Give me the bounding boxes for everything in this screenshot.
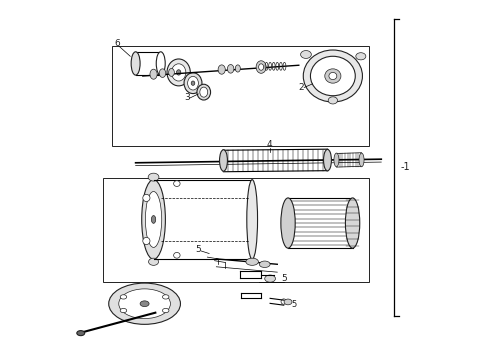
- Ellipse shape: [120, 295, 127, 299]
- Text: 5: 5: [195, 245, 200, 254]
- Ellipse shape: [256, 61, 266, 73]
- Ellipse shape: [311, 56, 355, 96]
- Ellipse shape: [323, 149, 331, 171]
- Text: 3: 3: [184, 93, 190, 102]
- Ellipse shape: [159, 69, 166, 77]
- Ellipse shape: [259, 64, 264, 70]
- Ellipse shape: [259, 261, 270, 267]
- Ellipse shape: [359, 153, 364, 167]
- Ellipse shape: [191, 81, 195, 85]
- Ellipse shape: [281, 198, 295, 248]
- Ellipse shape: [163, 309, 169, 313]
- Ellipse shape: [218, 65, 225, 74]
- Ellipse shape: [200, 87, 208, 97]
- Ellipse shape: [184, 73, 202, 94]
- Text: 5: 5: [291, 300, 296, 309]
- Ellipse shape: [151, 216, 156, 223]
- Ellipse shape: [356, 53, 366, 60]
- Text: 6: 6: [114, 39, 120, 48]
- Ellipse shape: [150, 69, 157, 79]
- Ellipse shape: [143, 194, 150, 202]
- Ellipse shape: [167, 59, 190, 86]
- Ellipse shape: [188, 76, 198, 90]
- Ellipse shape: [227, 64, 234, 73]
- Ellipse shape: [172, 64, 186, 81]
- Ellipse shape: [120, 309, 127, 313]
- Ellipse shape: [334, 153, 339, 167]
- Ellipse shape: [173, 252, 180, 258]
- Ellipse shape: [176, 70, 181, 75]
- Ellipse shape: [300, 50, 311, 58]
- Ellipse shape: [109, 283, 180, 324]
- Ellipse shape: [143, 237, 150, 244]
- Ellipse shape: [131, 52, 140, 75]
- Ellipse shape: [148, 173, 159, 181]
- Ellipse shape: [119, 289, 171, 319]
- Text: -1: -1: [400, 162, 410, 172]
- Ellipse shape: [247, 180, 258, 259]
- Ellipse shape: [77, 330, 85, 336]
- Ellipse shape: [140, 301, 149, 307]
- Ellipse shape: [148, 258, 159, 265]
- Ellipse shape: [169, 68, 174, 76]
- Ellipse shape: [220, 150, 227, 171]
- Ellipse shape: [235, 65, 240, 72]
- Ellipse shape: [163, 295, 169, 299]
- Text: 5: 5: [281, 274, 287, 283]
- Ellipse shape: [173, 181, 180, 186]
- Ellipse shape: [246, 258, 258, 265]
- Ellipse shape: [156, 52, 165, 75]
- Text: 4: 4: [267, 140, 272, 149]
- Text: 2: 2: [299, 83, 304, 92]
- Ellipse shape: [284, 299, 292, 305]
- Ellipse shape: [265, 275, 275, 282]
- Polygon shape: [103, 178, 368, 282]
- Ellipse shape: [325, 69, 341, 83]
- Ellipse shape: [146, 192, 162, 247]
- Ellipse shape: [197, 84, 211, 100]
- Ellipse shape: [345, 198, 360, 248]
- Ellipse shape: [142, 180, 166, 259]
- Ellipse shape: [329, 72, 337, 80]
- Polygon shape: [112, 45, 368, 146]
- Ellipse shape: [328, 97, 338, 104]
- Ellipse shape: [303, 50, 363, 102]
